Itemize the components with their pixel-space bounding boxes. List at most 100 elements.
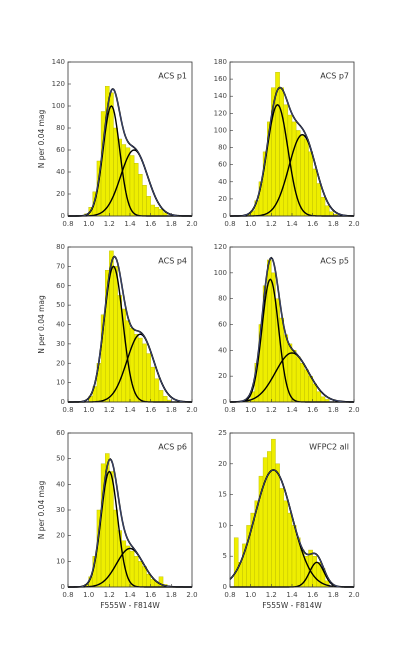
x-tick-label: 0.8 bbox=[62, 591, 73, 599]
bar bbox=[291, 350, 297, 403]
x-tick-label: 1.2 bbox=[104, 591, 115, 599]
y-tick-label: 10 bbox=[56, 379, 65, 387]
y-tick-label: 40 bbox=[218, 346, 227, 354]
y-tick-label: 120 bbox=[52, 80, 65, 88]
bar bbox=[300, 363, 305, 403]
y-tick-label: 60 bbox=[56, 146, 65, 154]
y-tick-label: 180 bbox=[214, 58, 227, 66]
x-tick-label: 1.0 bbox=[245, 591, 256, 599]
y-tick-label: 5 bbox=[223, 552, 227, 560]
x-tick-label: 1.2 bbox=[266, 591, 277, 599]
y-tick-label: 120 bbox=[214, 243, 227, 251]
panel-label: ACS p5 bbox=[320, 257, 349, 266]
bar bbox=[312, 383, 317, 403]
bar bbox=[283, 334, 289, 403]
y-tick-label: 10 bbox=[218, 521, 227, 529]
x-tick-label: 1.6 bbox=[145, 406, 157, 414]
y-tick-label: 50 bbox=[56, 455, 65, 463]
bar bbox=[142, 343, 147, 403]
bar bbox=[312, 556, 317, 588]
y-tick-label: 20 bbox=[218, 372, 227, 380]
y-tick-label: 60 bbox=[56, 282, 65, 290]
bar bbox=[304, 138, 309, 217]
x-tick-label: 2.0 bbox=[348, 406, 359, 414]
bar bbox=[133, 162, 139, 217]
y-tick-label: 15 bbox=[218, 491, 227, 499]
bar bbox=[304, 369, 309, 403]
x-tick-label: 1.2 bbox=[104, 220, 115, 228]
y-tick-label: 140 bbox=[52, 58, 65, 66]
y-tick-label: 100 bbox=[52, 102, 65, 110]
x-tick-label: 1.4 bbox=[286, 220, 298, 228]
y-tick-label: 20 bbox=[56, 190, 65, 198]
x-tick-label: 2.0 bbox=[348, 591, 359, 599]
y-tick-label: 100 bbox=[214, 126, 227, 134]
bar bbox=[233, 537, 239, 588]
panel-label: ACS p4 bbox=[158, 257, 187, 266]
y-tick-label: 0 bbox=[61, 583, 65, 591]
x-tick-label: 1.6 bbox=[307, 591, 319, 599]
x-tick-label: 1.2 bbox=[266, 220, 277, 228]
x-tick-label: 1.0 bbox=[83, 591, 94, 599]
y-axis-label: N per 0.04 mag bbox=[37, 480, 46, 539]
bar bbox=[138, 337, 143, 403]
bar bbox=[113, 266, 118, 403]
bar bbox=[320, 396, 326, 403]
bar bbox=[142, 566, 147, 588]
y-tick-label: 60 bbox=[218, 161, 227, 169]
x-tick-label: 0.8 bbox=[62, 220, 73, 228]
x-tick-label: 2.0 bbox=[186, 220, 197, 228]
y-tick-label: 0 bbox=[61, 398, 65, 406]
x-tick-label: 1.6 bbox=[307, 220, 319, 228]
panel-label: ACS p7 bbox=[320, 72, 349, 81]
bar bbox=[283, 104, 289, 217]
x-tick-label: 1.6 bbox=[145, 591, 157, 599]
x-tick-label: 1.8 bbox=[328, 406, 339, 414]
x-tick-label: 1.8 bbox=[166, 406, 177, 414]
y-tick-label: 160 bbox=[214, 75, 227, 83]
x-tick-label: 1.2 bbox=[266, 406, 277, 414]
bar bbox=[316, 183, 322, 217]
bar bbox=[291, 525, 297, 588]
bar bbox=[146, 573, 151, 588]
x-tick-label: 0.8 bbox=[224, 220, 235, 228]
bar bbox=[142, 184, 147, 217]
bar bbox=[308, 151, 313, 217]
x-tick-label: 1.6 bbox=[307, 406, 319, 414]
x-axis-label: F555W - F814W bbox=[262, 601, 322, 610]
bar bbox=[283, 500, 289, 588]
y-tick-label: 60 bbox=[218, 321, 227, 329]
panel-label: ACS p1 bbox=[158, 72, 187, 81]
bar bbox=[133, 556, 139, 588]
x-axis-label: F555W - F814W bbox=[100, 601, 160, 610]
x-tick-label: 1.0 bbox=[83, 406, 94, 414]
bar bbox=[291, 121, 297, 217]
bar bbox=[158, 390, 164, 403]
bar bbox=[146, 353, 151, 403]
x-tick-label: 1.4 bbox=[286, 591, 298, 599]
y-tick-label: 40 bbox=[56, 480, 65, 488]
y-tick-label: 0 bbox=[223, 583, 227, 591]
x-tick-label: 2.0 bbox=[186, 406, 197, 414]
y-tick-label: 60 bbox=[56, 429, 65, 437]
x-tick-label: 1.4 bbox=[286, 406, 298, 414]
bar bbox=[146, 195, 151, 217]
bar bbox=[295, 356, 301, 403]
bar bbox=[324, 205, 330, 217]
bar bbox=[154, 378, 160, 403]
x-tick-label: 1.6 bbox=[145, 220, 157, 228]
bar bbox=[129, 328, 135, 403]
bar bbox=[138, 561, 143, 588]
x-tick-label: 1.4 bbox=[124, 591, 136, 599]
fit-sum-inner bbox=[230, 87, 355, 217]
bar bbox=[150, 204, 156, 217]
x-tick-label: 1.8 bbox=[328, 591, 339, 599]
y-tick-label: 40 bbox=[218, 178, 227, 186]
x-tick-label: 1.0 bbox=[83, 220, 94, 228]
y-tick-label: 20 bbox=[56, 532, 65, 540]
bar bbox=[162, 395, 168, 403]
y-tick-label: 25 bbox=[218, 429, 227, 437]
fit-sum-inner bbox=[68, 256, 193, 403]
x-tick-label: 0.8 bbox=[224, 406, 235, 414]
